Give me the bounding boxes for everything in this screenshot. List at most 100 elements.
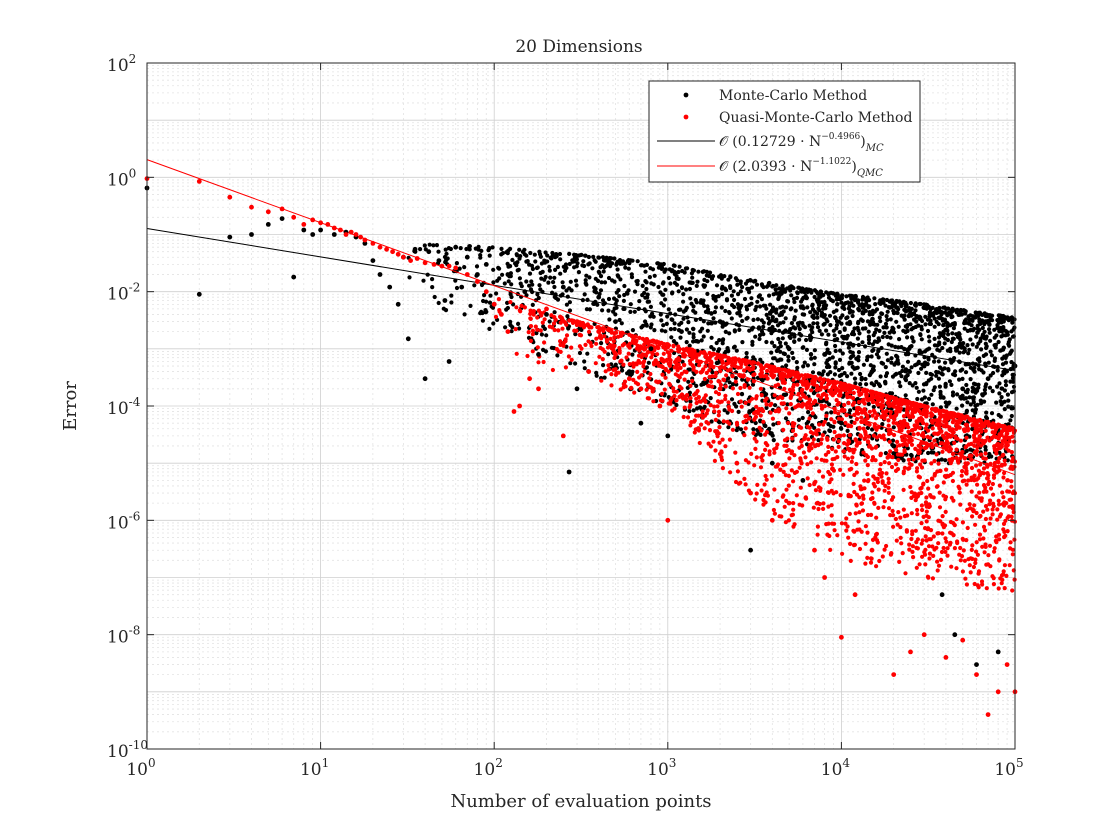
qmc-point [760,453,766,458]
mc-point [691,408,696,413]
qmc-point [614,330,619,335]
mc-point [701,283,706,288]
qmc-point [990,430,995,435]
mc-point [687,286,693,292]
mc-point [628,309,633,314]
qmc-point [992,549,997,554]
qmc-point [844,391,850,396]
qmc-point [635,369,640,374]
qmc-point [536,308,542,313]
qmc-point [894,462,899,467]
mc-point [943,458,948,463]
mc-point [602,375,607,380]
mc-point [575,261,580,266]
qmc-point [522,305,528,310]
mc-point [659,328,665,333]
mc-point [992,356,998,361]
mc-point [567,261,572,267]
mc-point [877,328,882,333]
mc-point [669,335,674,340]
mc-point [726,349,731,354]
mc-point [448,246,453,252]
qmc-point [999,581,1004,586]
mc-point [527,262,532,267]
mc-point [955,392,960,397]
mc-point [856,350,862,355]
qmc-point [808,403,813,408]
mc-point [672,263,677,268]
qmc-point [997,514,1003,519]
qmc-point [867,422,872,427]
qmc-point [713,448,718,453]
mc-point [684,340,689,345]
mc-point [984,410,989,415]
qmc-point [1004,573,1009,579]
mc-point [628,258,633,263]
mc-point [970,426,975,432]
mc-point [891,425,896,430]
mc-point [542,260,548,265]
qmc-point [597,354,602,359]
mc-point [500,272,505,277]
qmc-point [702,426,707,431]
qmc-point [733,450,738,455]
qmc-point [918,486,923,491]
mc-point [598,288,604,293]
qmc-point [593,361,598,366]
mc-point [770,284,775,289]
mc-point [852,298,858,303]
mc-point [936,458,941,463]
mc-point [780,336,785,341]
mc-point [816,438,821,443]
mc-point [957,350,962,355]
mc-point [670,290,675,295]
qmc-point [850,455,855,460]
mc-point [849,371,854,376]
qmc-point [702,376,708,382]
qmc-point [861,450,866,455]
qmc-point [827,472,833,477]
qmc-point [909,428,915,433]
mc-point [713,305,719,310]
mc-point [663,329,668,334]
qmc-point [743,358,748,363]
qmc-point [1005,529,1010,534]
qmc-point [781,469,786,474]
qmc-point [1008,546,1013,551]
mc-point [907,312,912,317]
qmc-point [969,465,975,471]
mc-point [866,329,871,334]
qmc-point [909,495,914,500]
qmc-point [977,514,982,519]
qmc-point [754,394,759,399]
qmc-point [829,503,834,508]
mc-point [723,308,728,314]
mc-point [535,292,540,297]
mc-point [660,266,665,271]
mc-point [747,409,752,414]
mc-point [644,322,649,327]
mc-point [870,308,876,313]
qmc-point [817,469,822,474]
mc-point [530,302,535,307]
mc-point [769,340,775,345]
qmc-point [886,490,891,495]
qmc-point [847,467,852,472]
mc-point [930,352,935,357]
mc-point [963,396,969,401]
qmc-point [903,571,908,576]
qmc-point [957,486,962,491]
mc-point [909,344,914,349]
qmc-point [809,388,814,393]
mc-point [836,367,842,373]
mc-point [711,316,716,321]
mc-point [999,334,1004,339]
qmc-point [987,438,992,443]
qmc-point [1001,495,1006,500]
mc-point [600,255,606,260]
mc-point [635,259,640,264]
mc-point [806,410,811,415]
mc-point [764,405,769,410]
mc-point [974,344,979,349]
qmc-point [968,570,973,575]
